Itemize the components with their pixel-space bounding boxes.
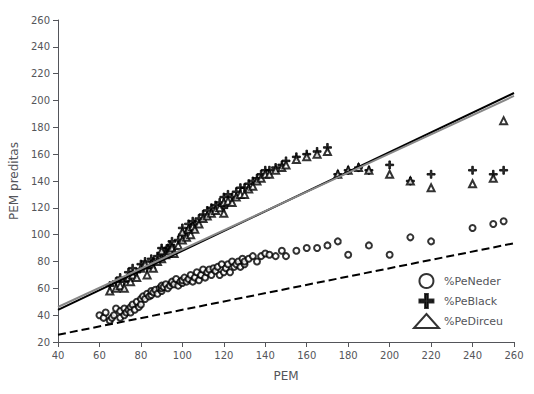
svg-text:240: 240 bbox=[463, 350, 482, 361]
svg-text:200: 200 bbox=[31, 95, 50, 106]
svg-text:PEM: PEM bbox=[273, 369, 298, 383]
svg-text:100: 100 bbox=[173, 350, 192, 361]
svg-text:20: 20 bbox=[37, 337, 50, 348]
svg-text:120: 120 bbox=[214, 350, 233, 361]
svg-text:260: 260 bbox=[31, 15, 50, 26]
svg-text:220: 220 bbox=[31, 68, 50, 79]
svg-text:40: 40 bbox=[52, 350, 65, 361]
svg-text:200: 200 bbox=[380, 350, 399, 361]
svg-text:100: 100 bbox=[31, 229, 50, 240]
svg-text:60: 60 bbox=[37, 283, 50, 294]
svg-text:160: 160 bbox=[297, 350, 316, 361]
svg-text:140: 140 bbox=[31, 176, 50, 187]
svg-text:%PeBlack: %PeBlack bbox=[444, 295, 498, 308]
svg-text:80: 80 bbox=[37, 256, 50, 267]
svg-text:220: 220 bbox=[422, 350, 441, 361]
svg-text:180: 180 bbox=[339, 350, 358, 361]
svg-text:160: 160 bbox=[31, 149, 50, 160]
svg-text:80: 80 bbox=[135, 350, 148, 361]
svg-text:260: 260 bbox=[504, 350, 523, 361]
svg-text:40: 40 bbox=[37, 310, 50, 321]
svg-text:180: 180 bbox=[31, 122, 50, 133]
svg-text:%PeNeder: %PeNeder bbox=[444, 275, 501, 288]
svg-text:PEM preditas: PEM preditas bbox=[7, 142, 21, 220]
svg-text:120: 120 bbox=[31, 202, 50, 213]
svg-text:60: 60 bbox=[93, 350, 106, 361]
svg-text:240: 240 bbox=[31, 41, 50, 52]
svg-text:140: 140 bbox=[256, 350, 275, 361]
svg-text:%PeDirceu: %PeDirceu bbox=[444, 315, 503, 328]
